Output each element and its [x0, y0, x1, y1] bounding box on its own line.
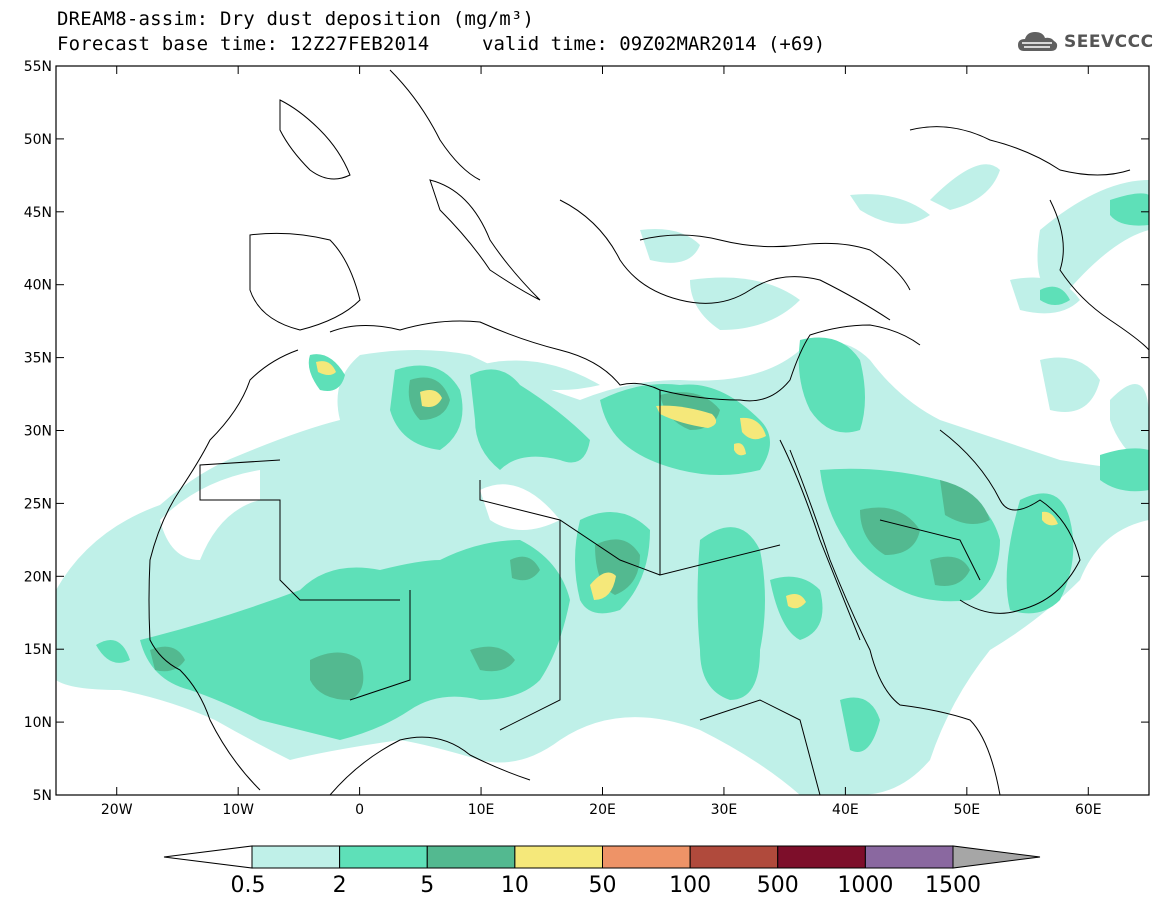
map-title: DREAM8-assim: Dry dust deposition (mg/m³…: [57, 8, 535, 30]
lon-label: 40E: [832, 802, 859, 818]
lon-label: 0: [355, 802, 364, 818]
lon-label: 50E: [953, 802, 980, 818]
lat-label: 20N: [24, 569, 52, 585]
lat-label: 45N: [24, 205, 52, 221]
colorbar-labels: 0.5 2 5 10 50 100 500 1000 1500: [231, 873, 982, 898]
colorbar-level-label: 100: [669, 873, 711, 898]
dust-fields: [56, 164, 1149, 795]
seevccc-logo: SEEVCCC: [1016, 27, 1154, 57]
lat-label: 55N: [24, 59, 52, 75]
dust-field-10: [316, 361, 1058, 609]
latitude-labels: 55N 50N 45N 40N 35N 30N 25N 20N 15N 10N 5N: [24, 59, 52, 804]
colorbar-level-label: 50: [589, 873, 617, 898]
colorbar-level-label: 2: [333, 873, 347, 898]
colorbar-level-label: 500: [757, 873, 799, 898]
colorbar-boxes: [163, 845, 1041, 869]
valid-time: valid time: 09Z02MAR2014 (+69): [482, 33, 826, 55]
cloud-logo-icon: [1018, 32, 1058, 51]
forecast-base-time: Forecast base time: 12Z27FEB2014: [57, 33, 430, 55]
lon-label: 20E: [589, 802, 616, 818]
lat-label: 35N: [24, 351, 52, 367]
colorbar-box: [864, 845, 954, 869]
colorbar-box: [689, 845, 779, 869]
coastlines: [148, 69, 1149, 795]
colorbar-box: [339, 845, 428, 869]
lat-label: 25N: [24, 496, 52, 512]
colorbar-box: [777, 845, 866, 869]
axis-ticks: [56, 65, 1149, 796]
lon-label: 10E: [468, 802, 495, 818]
colorbar-level-label: 10: [501, 873, 529, 898]
lon-label: 20W: [101, 802, 133, 818]
lat-label: 15N: [24, 642, 52, 658]
colorbar-under-triangle: [163, 845, 253, 869]
lat-label: 10N: [24, 715, 52, 731]
lon-label: 30E: [711, 802, 738, 818]
lon-label: 60E: [1075, 802, 1102, 818]
colorbar-level-label: 5: [420, 873, 434, 898]
colorbar-over-triangle: [952, 845, 1041, 869]
lon-label: 10W: [222, 802, 254, 818]
colorbar-box: [602, 845, 691, 869]
lat-label: 50N: [24, 132, 52, 148]
colorbar-box: [514, 845, 603, 869]
colorbar-level-label: 1000: [837, 873, 893, 898]
colorbar-level-label: 1500: [925, 873, 981, 898]
colorbar-box: [426, 845, 516, 869]
colorbar-level-label: 0.5: [231, 873, 266, 898]
colorbar-box: [251, 845, 341, 869]
lat-label: 40N: [24, 278, 52, 294]
lat-label: 30N: [24, 424, 52, 440]
lat-label: 5N: [33, 788, 52, 804]
logo-text: SEEVCCC: [1064, 32, 1154, 52]
longitude-labels: 20W 10W 0 10E 20E 30E 40E 50E 60E: [101, 802, 1102, 818]
